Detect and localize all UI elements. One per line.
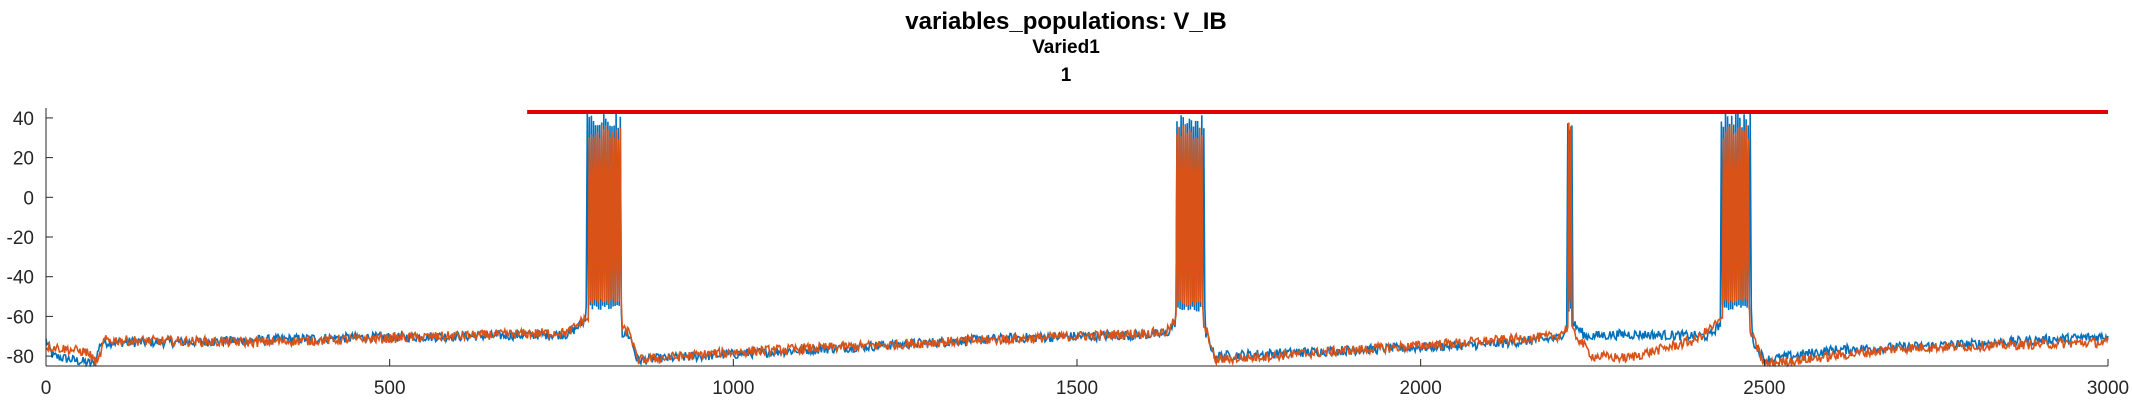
y-tick-label--60: -60 xyxy=(7,307,34,328)
y-tick-label-20: 20 xyxy=(13,149,34,170)
x-tick-label-1000: 1000 xyxy=(712,378,754,399)
x-tick-label-500: 500 xyxy=(374,378,406,399)
x-tick-label-2500: 2500 xyxy=(1743,378,1785,399)
y-tick-label-40: 40 xyxy=(13,109,34,130)
x-tick-label-1500: 1500 xyxy=(1056,378,1098,399)
y-tick-label--20: -20 xyxy=(7,228,34,249)
x-tick-label-2000: 2000 xyxy=(1400,378,1442,399)
chart-subtitle: Varied1 xyxy=(1032,37,1100,58)
y-tick-label-0: 0 xyxy=(23,188,34,209)
y-tick-label--80: -80 xyxy=(7,347,34,368)
x-tick-label-0: 0 xyxy=(41,378,52,399)
chart-title: variables_populations: V_IB xyxy=(905,8,1226,35)
y-tick-label--40: -40 xyxy=(7,268,34,289)
chart-subtitle-2: 1 xyxy=(1061,65,1072,86)
plot-area: 0 500 1000 1500 2000 2500 3000 40 20 0 -20 -40 -60 -8… xyxy=(7,108,2129,399)
x-tick-label-3000: 3000 xyxy=(2087,378,2129,399)
